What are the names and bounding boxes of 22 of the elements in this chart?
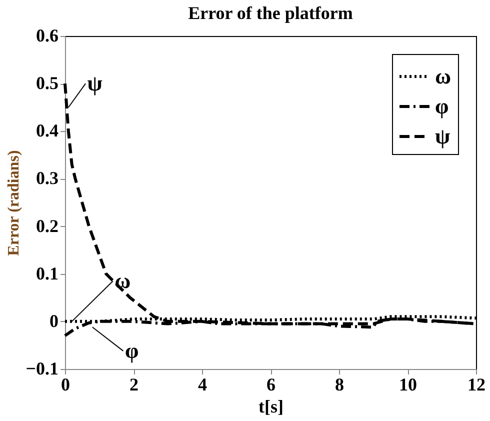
x-tick-label: 2 xyxy=(130,374,138,394)
legend-label: φ xyxy=(435,94,449,118)
annotation: ψ xyxy=(87,70,102,96)
x-axis-title: t[s] xyxy=(258,396,284,416)
chart-title: Error of the platform xyxy=(188,3,353,23)
y-tick-label: 0.5 xyxy=(36,73,58,94)
y-axis-title: Error (radians) xyxy=(6,150,23,256)
x-tick-label: 8 xyxy=(335,374,344,394)
x-tick-label: 4 xyxy=(198,374,207,394)
y-tick-label: 0.2 xyxy=(36,216,58,236)
y-tick-label: 0.1 xyxy=(36,263,58,284)
x-tick-label: 10 xyxy=(399,374,417,394)
legend-label: ω xyxy=(435,64,452,88)
legend-label: ψ xyxy=(435,124,450,148)
x-tick-label: 12 xyxy=(468,374,486,394)
y-tick-label: 0.3 xyxy=(36,168,58,188)
annotation: φ xyxy=(124,338,139,363)
y-tick-label: −0.1 xyxy=(26,358,58,378)
y-tick-label: 0.4 xyxy=(36,120,58,141)
y-tick-label: 0.6 xyxy=(36,26,58,46)
y-tick-label: 0 xyxy=(50,310,58,331)
x-tick-label: 6 xyxy=(266,374,276,394)
